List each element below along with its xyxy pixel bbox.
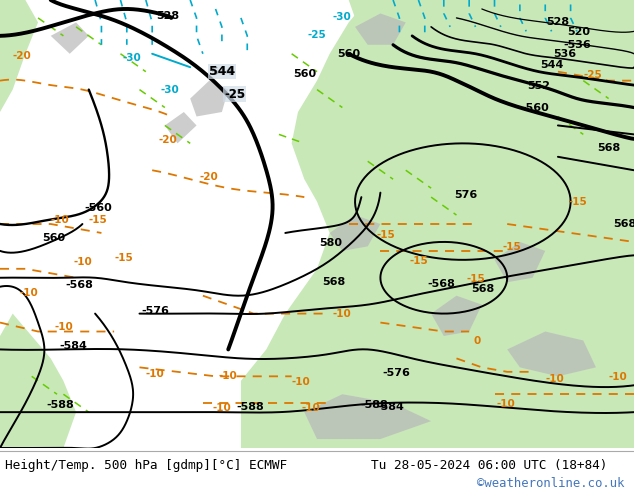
Text: -584: -584 [376,402,404,412]
Text: ©weatheronline.co.uk: ©weatheronline.co.uk [477,477,624,490]
Text: -584: -584 [59,341,87,351]
Text: 544: 544 [540,60,563,70]
Text: -10: -10 [73,257,92,267]
Text: -15: -15 [503,242,522,252]
Text: 536: 536 [553,49,576,59]
Text: -536: -536 [563,40,591,50]
Text: 560: 560 [337,49,360,59]
Text: -10: -10 [301,403,320,413]
Text: Tu 28-05-2024 06:00 UTC (18+84): Tu 28-05-2024 06:00 UTC (18+84) [371,459,607,472]
Text: 568: 568 [323,277,346,287]
Text: 0: 0 [473,336,481,346]
Text: -10: -10 [19,289,38,298]
Text: -10: -10 [54,322,73,332]
Polygon shape [0,0,38,112]
Text: -15: -15 [466,273,485,284]
Text: 568: 568 [472,284,495,294]
Polygon shape [0,314,76,448]
Polygon shape [190,81,228,117]
Polygon shape [51,23,89,54]
Text: -20: -20 [200,172,219,182]
Text: -25: -25 [307,30,327,40]
Text: 560: 560 [293,69,316,79]
Text: 528: 528 [547,18,569,27]
Text: 544: 544 [210,67,233,76]
Text: -10: -10 [146,369,165,379]
Polygon shape [355,13,406,45]
Text: 528: 528 [157,11,179,21]
Text: -25: -25 [224,89,245,99]
Text: -588: -588 [360,400,388,411]
Text: -560: -560 [522,102,550,113]
Text: -15: -15 [114,253,133,263]
Text: -10: -10 [292,377,311,387]
Text: -30: -30 [333,12,352,22]
Polygon shape [507,332,596,376]
Text: -30: -30 [122,53,141,63]
Polygon shape [241,0,634,448]
Text: -588: -588 [236,402,264,412]
Text: -568: -568 [427,279,455,290]
Text: -588: -588 [46,400,74,411]
Text: -576: -576 [141,306,169,317]
Text: -576: -576 [382,368,410,378]
Text: -10: -10 [545,373,564,384]
Polygon shape [495,242,545,282]
Text: 576: 576 [455,190,477,200]
Text: 580: 580 [320,238,342,248]
Text: -10: -10 [609,372,628,382]
Polygon shape [165,112,197,144]
Text: -10: -10 [212,403,231,413]
Polygon shape [330,215,380,251]
Text: -25: -25 [224,88,245,100]
Text: 552: 552 [527,81,550,91]
Text: -10: -10 [496,399,515,409]
Text: 568: 568 [597,143,620,153]
Polygon shape [431,295,482,336]
Text: 520: 520 [567,27,590,37]
Text: -20: -20 [158,135,178,145]
Text: -568: -568 [65,280,93,291]
Text: 568: 568 [613,219,634,229]
Text: -10: -10 [51,215,70,224]
Text: -560: -560 [84,203,112,213]
Polygon shape [304,394,431,439]
Polygon shape [349,0,634,170]
Text: -15: -15 [569,197,588,207]
Text: -25: -25 [583,70,602,80]
Text: -30: -30 [160,85,179,95]
Text: -10: -10 [219,371,238,381]
Text: -15: -15 [409,256,428,266]
Text: 560: 560 [42,233,65,244]
Text: -15: -15 [89,215,108,224]
Text: -10: -10 [333,309,352,318]
Text: 544: 544 [209,65,235,78]
Text: -20: -20 [13,51,32,61]
Text: Height/Temp. 500 hPa [gdmp][°C] ECMWF: Height/Temp. 500 hPa [gdmp][°C] ECMWF [5,459,287,472]
Text: -15: -15 [376,230,395,240]
